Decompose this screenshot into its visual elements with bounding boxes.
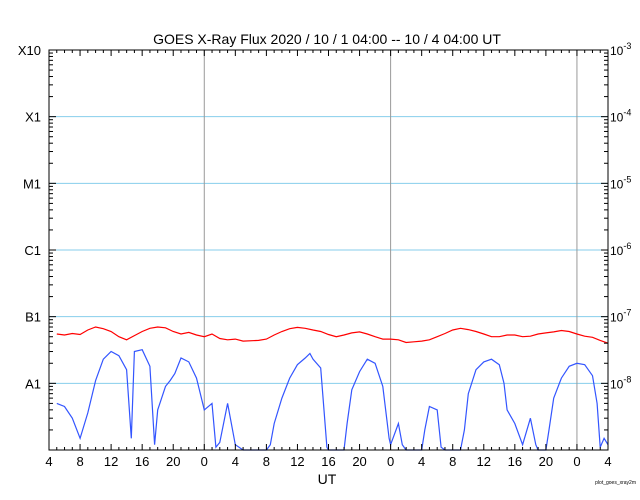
y-left-label: B1 xyxy=(25,310,41,325)
x-tick-label: 16 xyxy=(321,454,335,469)
y-right-label: 10-4 xyxy=(610,108,631,125)
y-left-label: A1 xyxy=(25,376,41,391)
x-tick-label: 16 xyxy=(508,454,522,469)
x-tick-label: 0 xyxy=(387,454,394,469)
x-tick-label: 8 xyxy=(76,454,83,469)
grid-lines xyxy=(49,49,608,384)
y-right-label: 10-3 xyxy=(610,41,631,58)
footer-text: plot_goes_xray2m xyxy=(595,480,636,486)
x-tick-label: 12 xyxy=(477,454,491,469)
x-tick-label: 20 xyxy=(539,454,553,469)
y-right-label: 10-8 xyxy=(610,374,631,391)
y-right-label: 10-7 xyxy=(610,308,631,325)
y-left-label: C1 xyxy=(24,243,41,258)
x-tick-label: 12 xyxy=(104,454,118,469)
x-tick-label: 4 xyxy=(232,454,239,469)
x-axis-label: UT xyxy=(318,471,337,487)
y-left-label: X1 xyxy=(25,110,41,125)
y-right-label: 10-6 xyxy=(610,241,631,258)
x-tick-label: 20 xyxy=(166,454,180,469)
y-left-labels: X10 X1 M1 C1 B1 A1 xyxy=(18,43,41,391)
series-line-long xyxy=(56,326,609,344)
y-left-label: X10 xyxy=(18,43,41,58)
series-line-short xyxy=(56,349,609,451)
x-tick-labels: 4 8 12 16 20 0 4 8 12 16 20 0 4 8 12 16 20 0 4 xyxy=(45,454,611,469)
chart-title: GOES X-Ray Flux 2020 / 10 / 1 04:00 -- 1… xyxy=(153,31,501,47)
x-tick-label: 16 xyxy=(135,454,149,469)
x-tick-label: 4 xyxy=(604,454,611,469)
x-tick-label: 0 xyxy=(573,454,580,469)
x-tick-label: 20 xyxy=(352,454,366,469)
x-tick-label: 8 xyxy=(449,454,456,469)
day-boundary-lines xyxy=(203,50,578,450)
series-group xyxy=(56,326,609,451)
x-tick-label: 0 xyxy=(201,454,208,469)
y-right-labels: 10-3 10-4 10-5 10-6 10-7 10-8 xyxy=(610,41,631,391)
x-tick-label: 8 xyxy=(263,454,270,469)
y-right-label: 10-5 xyxy=(610,174,631,191)
axis-ticks xyxy=(48,50,609,451)
y-left-label: M1 xyxy=(23,176,41,191)
x-tick-label: 4 xyxy=(45,454,52,469)
x-tick-label: 12 xyxy=(290,454,304,469)
x-tick-label: 4 xyxy=(418,454,425,469)
